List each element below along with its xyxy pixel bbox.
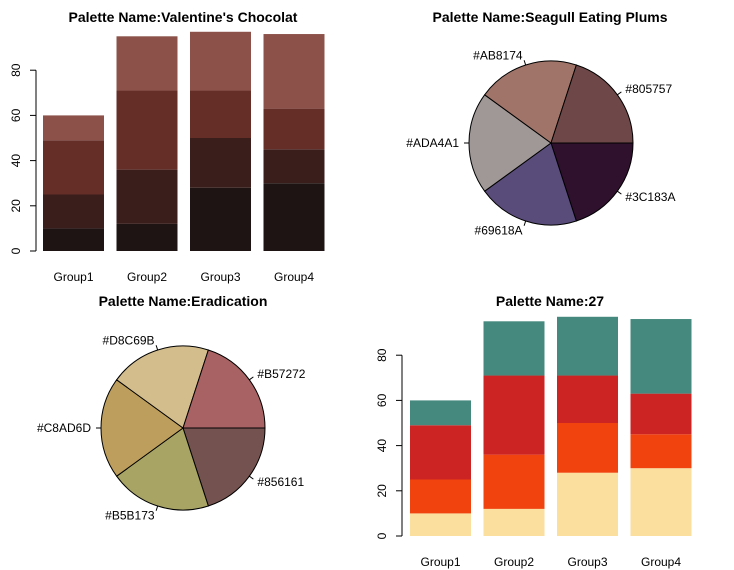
bar-segment <box>410 400 471 426</box>
chart-title: Palette Name:Seagull Eating Plums <box>433 9 668 25</box>
pie-slice-label: #856161 <box>257 475 304 489</box>
bar-segment <box>190 187 251 251</box>
panel-27-bar: Palette Name:27 Group1 Group2 Group3 Group4… <box>375 293 692 569</box>
y-tick-label: 60 <box>375 393 389 407</box>
bar-segment <box>190 90 251 138</box>
bar-segment <box>263 149 325 184</box>
x-tick-label: Group3 <box>200 270 240 284</box>
x-tick-label: Group1 <box>420 555 460 569</box>
pie-leader-line <box>617 190 622 195</box>
bar-segment <box>630 434 692 469</box>
y-tick-label: 60 <box>9 108 23 122</box>
bar-segment <box>557 472 618 536</box>
x-tick-label: Group3 <box>567 555 607 569</box>
bar-segment <box>43 228 104 251</box>
bar-segment <box>557 423 618 473</box>
bar-segment <box>43 140 104 195</box>
bar-segment <box>483 321 545 376</box>
bar-segment <box>630 468 692 536</box>
y-tick-label: 80 <box>375 348 389 362</box>
bar-segment <box>116 223 178 251</box>
bar-segment <box>410 425 471 480</box>
panel-eradication-pie: Palette Name:Eradication #856161 #B5B173 #… <box>37 293 306 523</box>
bar-segment <box>43 115 104 141</box>
x-tick-label: Group2 <box>494 555 534 569</box>
bar-segment <box>116 169 178 224</box>
pie-leader-line <box>523 220 527 226</box>
bar-segment <box>630 393 692 435</box>
pie-slice-label: #69618A <box>475 224 523 238</box>
pie-leader-line <box>523 60 527 66</box>
bar-segment <box>43 194 104 229</box>
bar-segment <box>263 34 325 109</box>
bar-segment <box>190 138 251 188</box>
x-tick-label: Group4 <box>641 555 681 569</box>
pie-slice-label: #3C183A <box>625 190 675 204</box>
pie-slice <box>115 427 209 511</box>
chart-title: Palette Name:Valentine's Chocolat <box>69 9 298 25</box>
chart-title: Palette Name:Eradication <box>99 293 268 309</box>
y-tick-label: 0 <box>9 247 23 254</box>
pie-slice-label: #ADA4A1 <box>406 136 459 150</box>
y-tick-label: 20 <box>9 199 23 213</box>
pie-leader-line <box>617 91 622 96</box>
bar-segment <box>263 183 325 251</box>
pie-slice-label: #B5B173 <box>105 509 155 523</box>
bar-segment <box>557 316 618 376</box>
bar-segment <box>410 479 471 514</box>
x-tick-label: Group2 <box>127 270 167 284</box>
y-tick-label: 0 <box>375 532 389 539</box>
chart-title: Palette Name:27 <box>496 293 604 309</box>
panel-seagull-eating-plums-pie: Palette Name:Seagull Eating Plums #3C183… <box>406 9 675 238</box>
y-tick-label: 20 <box>375 484 389 498</box>
y-tick-label: 40 <box>375 439 389 453</box>
pie-slice <box>483 60 577 144</box>
bar-segment <box>483 508 545 536</box>
pie-slice <box>115 345 209 429</box>
bar-segment <box>557 375 618 423</box>
pie-leader-line <box>155 505 159 511</box>
pie-leader-line <box>249 376 254 381</box>
x-tick-label: Group4 <box>274 270 314 284</box>
pie-slice-label: #D8C69B <box>103 334 155 348</box>
panel-valentines-chocolat-bar: Palette Name:Valentine's Chocolat Group1… <box>9 9 325 284</box>
pie-slice-label: #AB8174 <box>473 49 523 63</box>
bar-segment <box>410 513 471 536</box>
bar-segment <box>263 108 325 150</box>
pie-slice-label: #C8AD6D <box>37 421 91 435</box>
pie-leader-line <box>155 345 159 351</box>
bar-segment <box>483 454 545 509</box>
bar-segment <box>116 36 178 91</box>
pie-slice-label: #B57272 <box>257 367 305 381</box>
pie-slice <box>483 142 577 226</box>
y-tick-label: 40 <box>9 154 23 168</box>
bar-segment <box>483 375 545 455</box>
bar-segment <box>116 90 178 170</box>
bar-segment <box>630 319 692 394</box>
bar-segment <box>190 31 251 91</box>
x-tick-label: Group1 <box>53 270 93 284</box>
y-tick-label: 80 <box>9 63 23 77</box>
pie-leader-line <box>249 475 254 480</box>
pie-slice-label: #805757 <box>625 82 672 96</box>
